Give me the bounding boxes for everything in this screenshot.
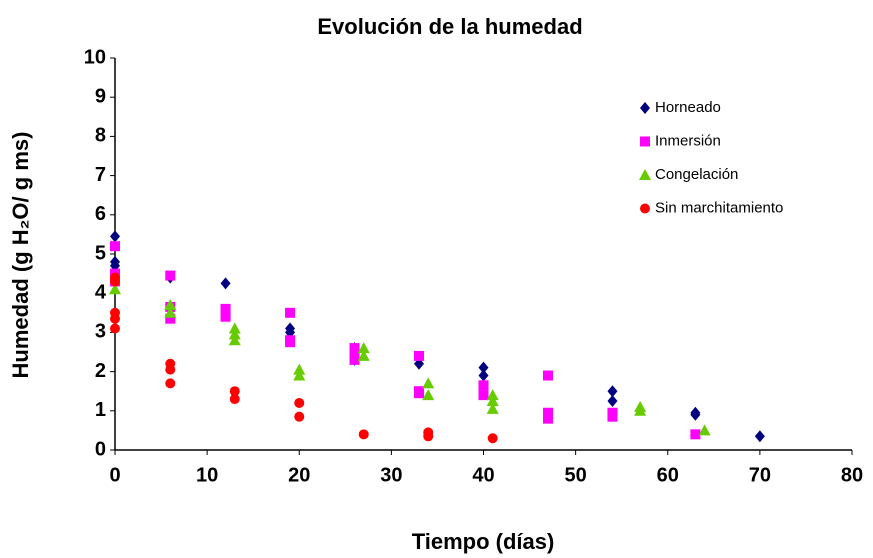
y-tick-label: 0 — [95, 438, 106, 460]
y-tick-label: 2 — [95, 360, 106, 382]
point — [228, 328, 241, 340]
point — [349, 354, 360, 365]
point — [690, 429, 701, 440]
legend-marker — [639, 169, 651, 180]
x-axis-label: Tiempo (días) — [412, 529, 555, 554]
point — [607, 385, 618, 398]
y-tick-label: 10 — [84, 46, 106, 68]
legend-label: Inmersión — [655, 132, 721, 149]
point — [542, 407, 553, 418]
point — [294, 411, 305, 422]
point — [486, 395, 499, 406]
x-tick-label: 80 — [841, 464, 863, 486]
point — [285, 337, 296, 348]
point — [414, 350, 425, 361]
point — [542, 370, 553, 381]
point — [478, 380, 489, 391]
x-tick-label: 10 — [196, 464, 218, 486]
point — [698, 424, 711, 436]
point — [357, 342, 370, 354]
point — [285, 307, 296, 318]
x-tick-label: 40 — [472, 464, 494, 486]
point — [110, 241, 120, 252]
y-tick-label: 3 — [95, 321, 106, 343]
point — [109, 283, 121, 295]
legend-label: Horneado — [655, 99, 721, 116]
point — [293, 363, 306, 375]
x-tick-label: 50 — [565, 464, 587, 486]
legend-marker — [640, 203, 650, 214]
point — [110, 276, 120, 287]
point — [229, 394, 240, 405]
point — [358, 429, 369, 440]
point — [110, 313, 120, 324]
point — [607, 395, 618, 407]
y-tick-label: 4 — [95, 281, 107, 303]
x-tick-label: 70 — [749, 464, 771, 486]
point — [220, 277, 231, 290]
point — [349, 347, 360, 357]
legend-marker — [640, 136, 650, 147]
point — [164, 298, 177, 310]
point — [165, 270, 176, 281]
point — [486, 389, 499, 401]
point — [165, 364, 176, 375]
y-axis-label: Humedad (g H₂O/ g ms) — [8, 132, 33, 379]
x-tick-label: 0 — [109, 464, 120, 486]
x-tick-label: 30 — [380, 464, 402, 486]
point — [634, 404, 647, 416]
point — [478, 361, 489, 374]
point — [164, 306, 177, 318]
point — [486, 402, 499, 414]
point — [542, 413, 553, 424]
point — [422, 389, 435, 401]
point — [229, 386, 240, 397]
point — [414, 388, 425, 399]
point — [357, 349, 370, 361]
point — [690, 408, 701, 421]
x-tick-label: 60 — [657, 464, 679, 486]
point — [487, 433, 498, 444]
point — [478, 369, 489, 382]
chart-title: Evolución de la humedad — [317, 14, 582, 39]
point — [165, 378, 176, 389]
point — [220, 303, 231, 314]
point — [422, 377, 435, 389]
legend-label: Sin marchitamiento — [655, 199, 783, 216]
legend-marker — [640, 102, 650, 114]
x-tick-label: 20 — [288, 464, 310, 486]
point — [607, 411, 618, 422]
point — [754, 430, 765, 443]
point — [423, 431, 434, 442]
point — [110, 230, 120, 243]
point — [220, 311, 231, 322]
y-tick-label: 6 — [95, 203, 106, 225]
y-tick-label: 8 — [95, 125, 106, 147]
y-tick-label: 5 — [95, 242, 106, 264]
point — [294, 397, 305, 408]
legend-label: Congelación — [655, 166, 738, 183]
y-tick-label: 9 — [95, 85, 106, 107]
point — [478, 390, 489, 401]
point — [165, 313, 176, 324]
point — [110, 323, 120, 334]
y-tick-label: 7 — [95, 164, 106, 186]
point — [228, 334, 241, 346]
point — [293, 369, 306, 381]
point — [228, 322, 241, 334]
y-tick-label: 1 — [95, 399, 106, 421]
